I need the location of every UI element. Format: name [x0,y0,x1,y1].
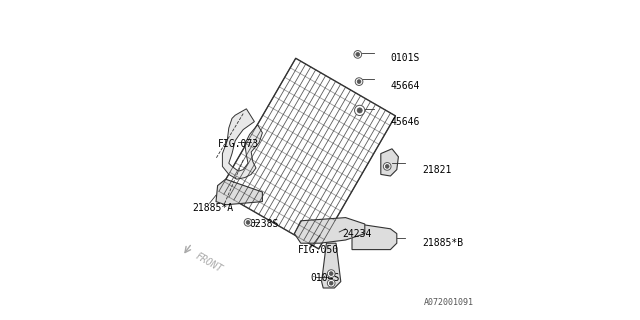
Circle shape [385,164,389,168]
Circle shape [355,105,365,116]
Text: 45664: 45664 [390,81,420,92]
Text: 0104S: 0104S [310,273,340,284]
Circle shape [357,80,361,84]
Text: 45646: 45646 [390,116,420,127]
Polygon shape [223,109,262,179]
Text: FIG.073: FIG.073 [218,139,259,149]
Circle shape [356,52,360,56]
Circle shape [330,272,333,276]
Circle shape [328,279,335,287]
Text: 21821: 21821 [422,164,452,175]
Text: 0101S: 0101S [390,52,420,63]
Text: FRONT: FRONT [193,251,224,274]
Text: 0238S: 0238S [250,219,279,229]
Circle shape [355,78,363,85]
Text: A072001091: A072001091 [424,298,474,307]
Text: 24234: 24234 [342,228,372,239]
Circle shape [244,219,252,226]
Circle shape [357,108,362,113]
Polygon shape [352,224,397,250]
Circle shape [354,51,362,58]
Polygon shape [322,243,340,288]
Circle shape [383,163,391,170]
Circle shape [330,281,333,285]
Text: 21885*B: 21885*B [422,238,463,248]
Text: 21885*A: 21885*A [192,203,233,213]
Polygon shape [294,218,365,243]
Circle shape [328,270,335,277]
Polygon shape [381,149,398,176]
Text: FIG.050: FIG.050 [298,244,339,255]
Polygon shape [216,179,262,205]
Circle shape [246,220,250,224]
